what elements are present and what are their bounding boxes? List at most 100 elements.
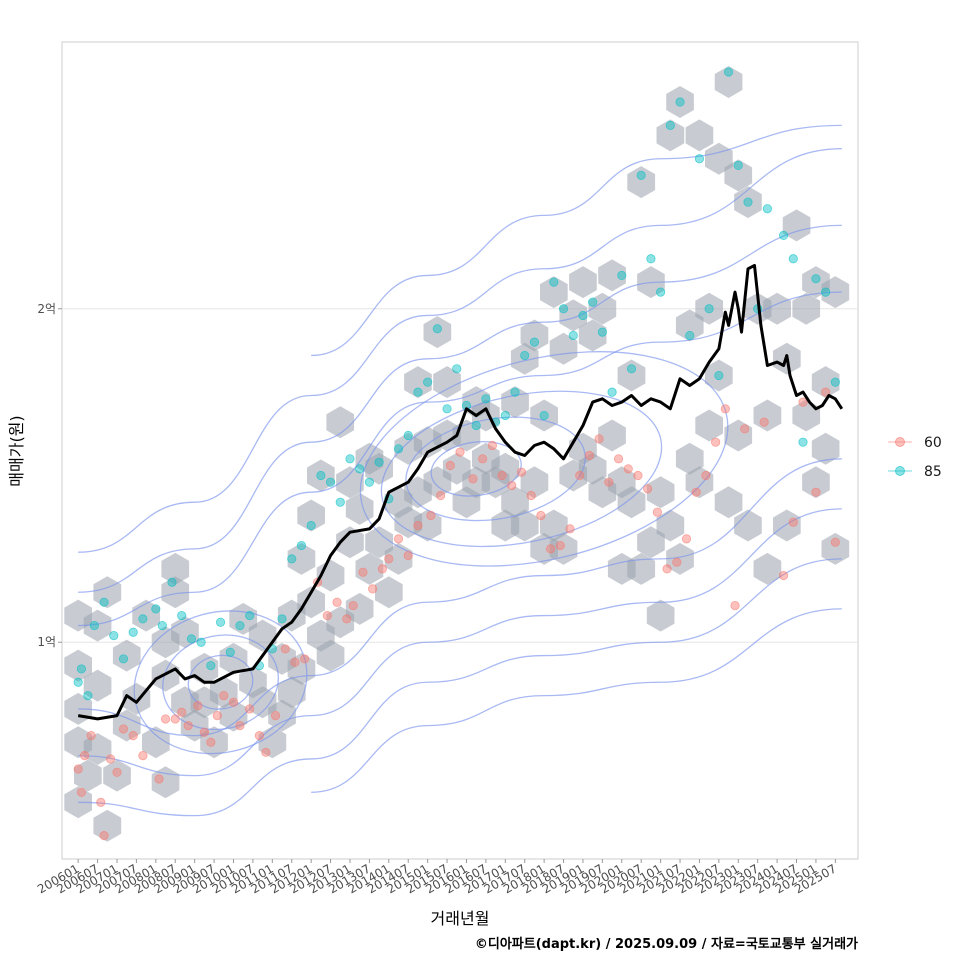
point-60 — [393, 534, 404, 544]
point-60 — [290, 657, 300, 667]
point-60 — [516, 467, 527, 477]
point-60 — [73, 764, 83, 774]
point-60 — [384, 554, 394, 564]
hexbin — [345, 592, 374, 625]
hexbin — [705, 359, 733, 392]
point-60 — [270, 711, 281, 721]
point-85 — [374, 457, 384, 467]
point-60 — [170, 714, 180, 724]
point-85 — [798, 437, 808, 447]
point-85 — [287, 554, 297, 564]
point-85 — [597, 327, 607, 337]
point-60 — [368, 584, 378, 594]
hexbin — [336, 466, 364, 499]
point-85 — [588, 297, 598, 307]
point-85 — [83, 690, 93, 701]
point-60 — [497, 470, 507, 481]
hexbin — [540, 276, 568, 309]
point-60 — [759, 417, 769, 427]
hexbin — [675, 442, 704, 475]
point-60 — [594, 434, 604, 444]
hexbin — [297, 586, 325, 619]
point-60 — [691, 487, 701, 497]
point-85 — [778, 230, 789, 241]
point-85 — [355, 464, 365, 474]
point-60 — [830, 537, 840, 547]
point-60 — [377, 564, 387, 574]
point-85 — [626, 364, 637, 374]
point-60 — [798, 397, 808, 407]
hexbin — [404, 366, 432, 399]
hexbin — [734, 186, 762, 219]
hexbin — [83, 669, 112, 702]
point-85 — [325, 477, 336, 487]
hexbin — [423, 316, 452, 349]
hexbin — [578, 319, 607, 352]
point-60 — [701, 470, 711, 481]
point-85 — [685, 330, 695, 341]
hexbin — [219, 699, 248, 732]
hexbin — [695, 292, 723, 325]
hexbin — [773, 509, 801, 542]
point-60 — [235, 721, 245, 731]
median-price-line — [77, 263, 844, 721]
point-60 — [300, 654, 310, 664]
point-60 — [468, 474, 478, 484]
point-60 — [604, 477, 614, 487]
point-60 — [322, 610, 332, 621]
point-60 — [613, 454, 624, 464]
point-85 — [821, 287, 831, 297]
hexbin — [316, 639, 345, 672]
point-85 — [500, 410, 510, 421]
point-85 — [235, 620, 245, 631]
hexbin — [811, 366, 840, 399]
point-85 — [277, 614, 287, 624]
density-contour — [78, 291, 842, 627]
hexbin — [209, 676, 238, 709]
hexbin — [734, 509, 762, 542]
density-contour — [359, 351, 729, 567]
point-60 — [228, 697, 239, 707]
point-60 — [80, 751, 90, 761]
point-85 — [206, 660, 216, 671]
hexbin — [714, 66, 743, 98]
hexbin — [724, 419, 753, 452]
hexbin — [268, 699, 296, 732]
hexbin — [724, 159, 753, 192]
point-85 — [151, 604, 161, 614]
hexbin — [151, 659, 180, 692]
hexbin — [74, 759, 102, 792]
legend-label-60: 60 — [924, 435, 942, 451]
hexbin — [811, 432, 840, 465]
hexbin — [122, 682, 151, 715]
hexbin — [307, 459, 335, 492]
point-85 — [714, 370, 724, 381]
point-85 — [811, 274, 821, 284]
point-85 — [558, 304, 569, 314]
point-60 — [478, 454, 488, 464]
point-85 — [481, 394, 491, 404]
hexbin — [588, 292, 617, 325]
point-85 — [442, 404, 452, 414]
point-60 — [105, 754, 116, 764]
density-contour — [430, 441, 522, 497]
point-85 — [520, 350, 530, 361]
point-85 — [432, 324, 442, 334]
point-85 — [423, 377, 433, 387]
point-85 — [636, 170, 646, 180]
point-60 — [426, 510, 436, 521]
point-85 — [704, 304, 714, 314]
hexbin — [646, 476, 675, 509]
density-contour — [380, 390, 663, 548]
point-85 — [578, 310, 588, 321]
point-85 — [665, 120, 675, 130]
hexbin — [540, 509, 568, 542]
point-60 — [623, 464, 633, 474]
hexbin — [569, 266, 597, 299]
point-85 — [788, 254, 798, 264]
point-85 — [403, 430, 413, 441]
point-60 — [118, 724, 129, 734]
point-60 — [261, 747, 271, 757]
density-contour — [78, 508, 842, 777]
hexbin — [510, 509, 539, 542]
